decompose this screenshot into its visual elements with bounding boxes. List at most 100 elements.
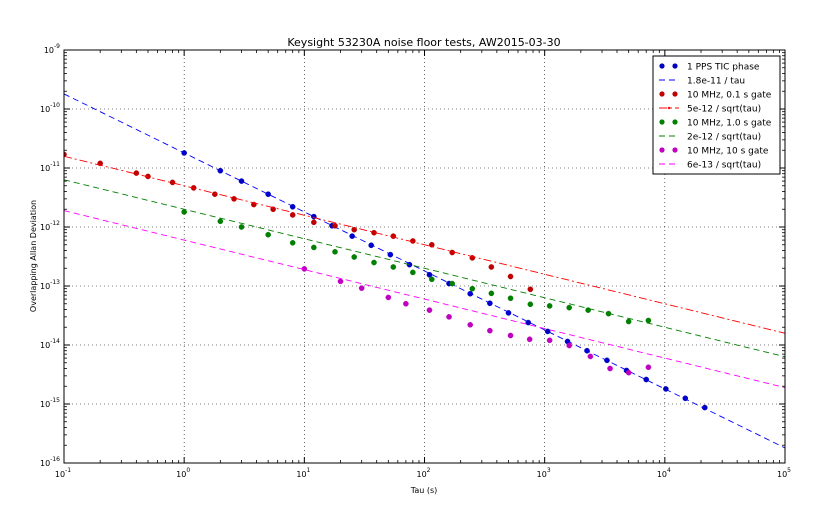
y-tick-label: 10-14 (40, 338, 60, 350)
series-4-point (488, 290, 495, 297)
legend-point-swatch (672, 119, 678, 125)
series-4-point (645, 317, 652, 324)
series-2-point (351, 226, 357, 233)
x-tick-label: 102 (416, 467, 430, 479)
series-4-point (546, 303, 553, 309)
legend-point-swatch (659, 91, 665, 97)
legend-label: 10 MHz, 0.1 s gate (687, 91, 772, 101)
series-4-point (410, 269, 416, 276)
y-tick-label: 10-9 (44, 43, 60, 55)
series-4-point (428, 276, 435, 283)
legend-label: 1.8e-11 / tau (687, 77, 745, 87)
series-0-point (238, 178, 245, 184)
y-tick-label: 10-10 (40, 102, 60, 114)
series-4-point (585, 307, 591, 313)
grid (64, 50, 785, 463)
series-2-point (169, 179, 176, 186)
series-layer (64, 93, 785, 449)
series-4-point (371, 259, 377, 266)
series-6-point (566, 342, 572, 349)
series-4-point (289, 239, 296, 246)
series-0-point (349, 233, 355, 239)
x-tick-label: 104 (657, 467, 671, 479)
legend: 1 PPS TIC phase 1.8e-11 / tau 10 MHz, 0.1 … (652, 55, 781, 175)
series-2-point (311, 219, 317, 226)
legend-line-marker (667, 106, 671, 110)
series-4-point (469, 285, 476, 292)
x-tick-label: 100 (176, 467, 190, 479)
series-7-fit-line (64, 210, 785, 389)
series-3-fit-line (64, 155, 785, 334)
series-6-point (526, 336, 533, 343)
series-6-point (467, 321, 473, 328)
series-1-fit-line (64, 93, 785, 449)
series-2-point (332, 222, 338, 229)
legend-point-swatch (659, 147, 665, 153)
series-4-point (449, 280, 455, 287)
series-4-point (351, 254, 357, 260)
series-2-point (289, 212, 296, 218)
series-4-point (507, 295, 514, 302)
series-6-point (358, 285, 365, 291)
legend-point-swatch (672, 63, 678, 69)
legend-box (652, 55, 781, 175)
series-4-point (527, 301, 534, 308)
series-2-point (488, 264, 495, 270)
series-6-point (446, 314, 452, 320)
series-4-point (332, 248, 338, 255)
legend-point-swatch (672, 147, 678, 153)
legend-label: 10 MHz, 10 s gate (687, 147, 769, 157)
y-tick-label: 10-16 (40, 456, 60, 468)
y-axis-label: Overlapping Allan Deviation (29, 200, 38, 312)
legend-label: 2e-12 / sqrt(tau) (687, 133, 761, 143)
series-4-point (566, 304, 572, 311)
series-2-point (212, 191, 218, 197)
series-4-point (265, 231, 271, 238)
series-6-point (587, 353, 594, 360)
x-tick-label: 105 (777, 467, 791, 479)
series-6-point (645, 364, 652, 371)
series-4-point (217, 218, 224, 225)
series-0-point (544, 328, 551, 335)
y-tick-label: 10-12 (40, 220, 60, 232)
series-6-point (426, 307, 433, 313)
legend-label: 5e-12 / sqrt(tau) (687, 105, 761, 115)
series-2-point (410, 238, 416, 244)
series-2-point (449, 249, 455, 256)
series-6-point (507, 332, 514, 339)
series-6-point (546, 337, 553, 344)
legend-label: 1 PPS TIC phase (687, 63, 760, 73)
series-6-point (487, 327, 493, 334)
series-4-point (311, 244, 317, 251)
series-6-point (625, 369, 632, 376)
legend-label: 10 MHz, 1.0 s gate (687, 119, 772, 129)
series-4-point (238, 224, 245, 230)
y-tick-label: 10-13 (40, 279, 60, 291)
legend-label: 6e-13 / sqrt(tau) (687, 161, 761, 171)
series-2-point (507, 273, 514, 280)
legend-point-swatch (672, 91, 678, 97)
series-6-point (403, 300, 409, 307)
legend-point-swatch (659, 119, 665, 125)
series-6-point (337, 278, 344, 285)
chart-title: Keysight 53230A noise floor tests, AW201… (287, 36, 560, 49)
series-5-fit-line (64, 179, 785, 358)
y-tick-label: 10-15 (40, 397, 60, 409)
series-0-point (265, 191, 271, 197)
x-tick-label: 101 (296, 467, 310, 479)
legend-point-swatch (659, 63, 665, 69)
x-axis-label: Tau (s) (410, 486, 438, 495)
x-tick-label: 103 (537, 467, 551, 479)
y-tick-label: 10-11 (40, 161, 60, 173)
series-2-point (527, 286, 534, 293)
series-4-point (390, 264, 397, 270)
axis-ticks: 10-1 100 101 102 103 104 105 10-16 10-15 10-14 10-… (40, 43, 791, 479)
x-tick-label: 10-1 (55, 467, 71, 479)
series-4-point (625, 318, 632, 325)
series-2-point (270, 206, 276, 213)
series-0-point (643, 376, 650, 383)
series-6-point (385, 294, 392, 301)
series-6-point (607, 365, 613, 372)
series-2-point (428, 241, 435, 248)
